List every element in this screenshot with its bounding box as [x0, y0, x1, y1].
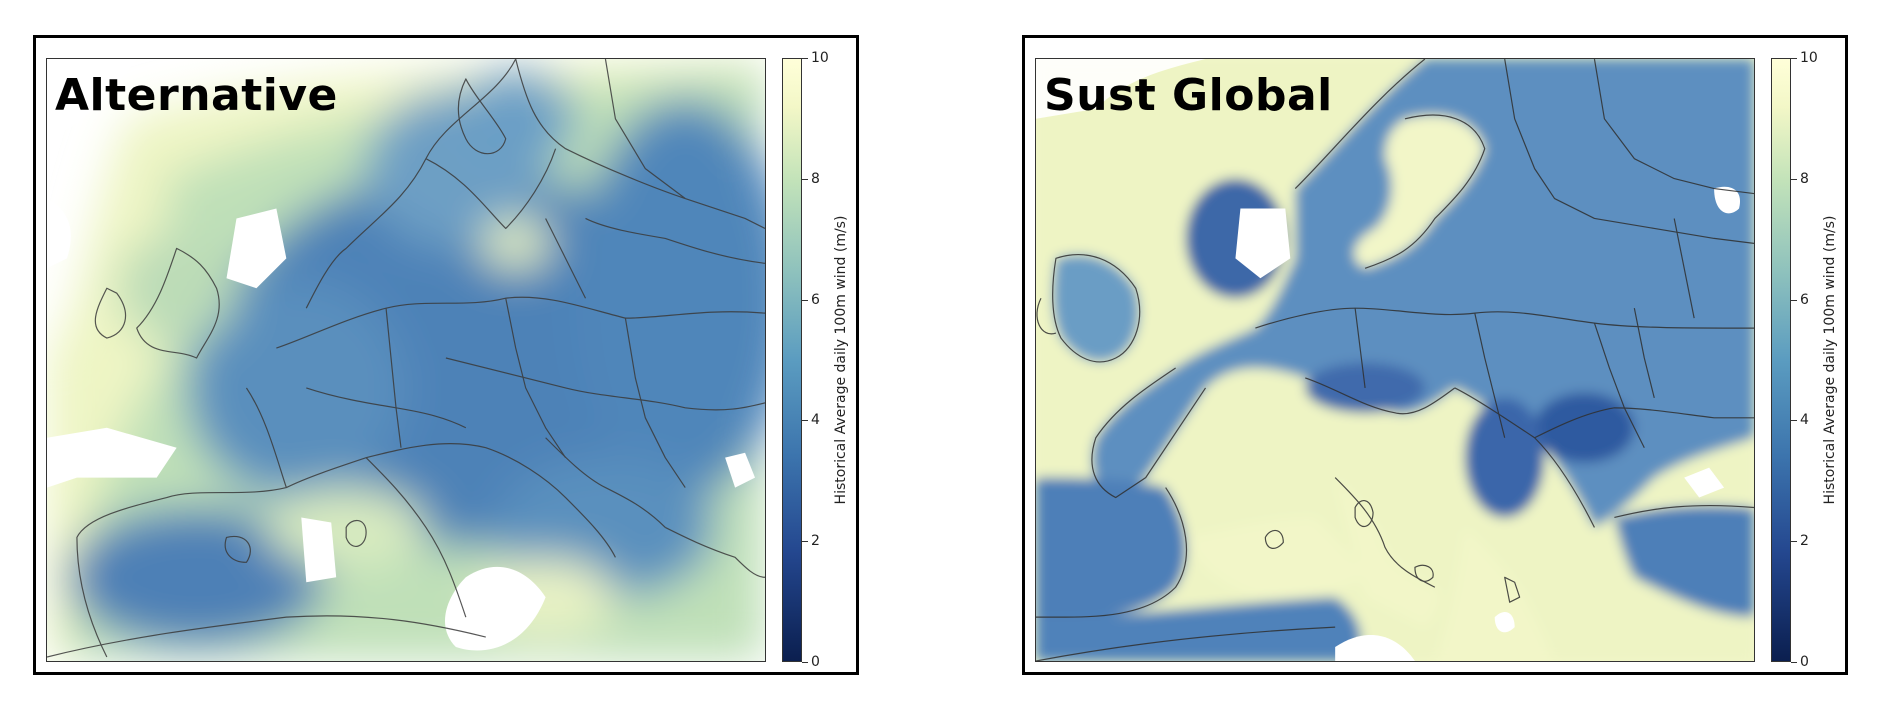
colorbar-tick-label: 8 — [811, 171, 820, 187]
colorbar-tick — [1791, 300, 1797, 301]
colorbar — [782, 58, 802, 662]
colorbar-tick-label: 8 — [1800, 171, 1809, 187]
colorbar-tick-label: 10 — [1800, 50, 1818, 66]
wind-map-sust-global — [1036, 59, 1754, 661]
colorbar-tick — [1791, 541, 1797, 542]
wind-map-alternative — [47, 59, 765, 661]
panel-title: Alternative — [55, 70, 338, 121]
colorbar-label: Historical Average daily 100m wind (m/s) — [833, 215, 849, 505]
colorbar-tick — [1791, 179, 1797, 180]
colorbar-tick-label: 6 — [811, 292, 820, 308]
map-frame — [46, 58, 766, 662]
map-panel-sust-global: Sust Global 0 2 4 6 8 10 Historical Aver… — [1022, 35, 1848, 675]
colorbar-tick — [1791, 662, 1797, 663]
colorbar-tick — [802, 179, 808, 180]
colorbar-tick-label: 0 — [811, 654, 820, 670]
colorbar-tick-label: 2 — [1800, 533, 1809, 549]
colorbar-label: Historical Average daily 100m wind (m/s) — [1822, 215, 1838, 505]
colorbar-tick — [1791, 58, 1797, 59]
map-frame — [1035, 58, 1755, 662]
colorbar-tick — [1791, 420, 1797, 421]
colorbar-tick — [802, 662, 808, 663]
colorbar-tick-label: 2 — [811, 533, 820, 549]
map-panel-alternative: Alternative 0 2 4 6 8 10 Historical Aver… — [33, 35, 859, 675]
colorbar-tick — [802, 541, 808, 542]
colorbar — [1771, 58, 1791, 662]
colorbar-tick — [802, 58, 808, 59]
colorbar-tick-label: 10 — [811, 50, 829, 66]
colorbar-tick-label: 4 — [811, 412, 820, 428]
colorbar-tick — [802, 420, 808, 421]
colorbar-tick — [802, 300, 808, 301]
colorbar-tick-label: 6 — [1800, 292, 1809, 308]
colorbar-tick-label: 0 — [1800, 654, 1809, 670]
panel-title: Sust Global — [1044, 70, 1333, 121]
colorbar-tick-label: 4 — [1800, 412, 1809, 428]
